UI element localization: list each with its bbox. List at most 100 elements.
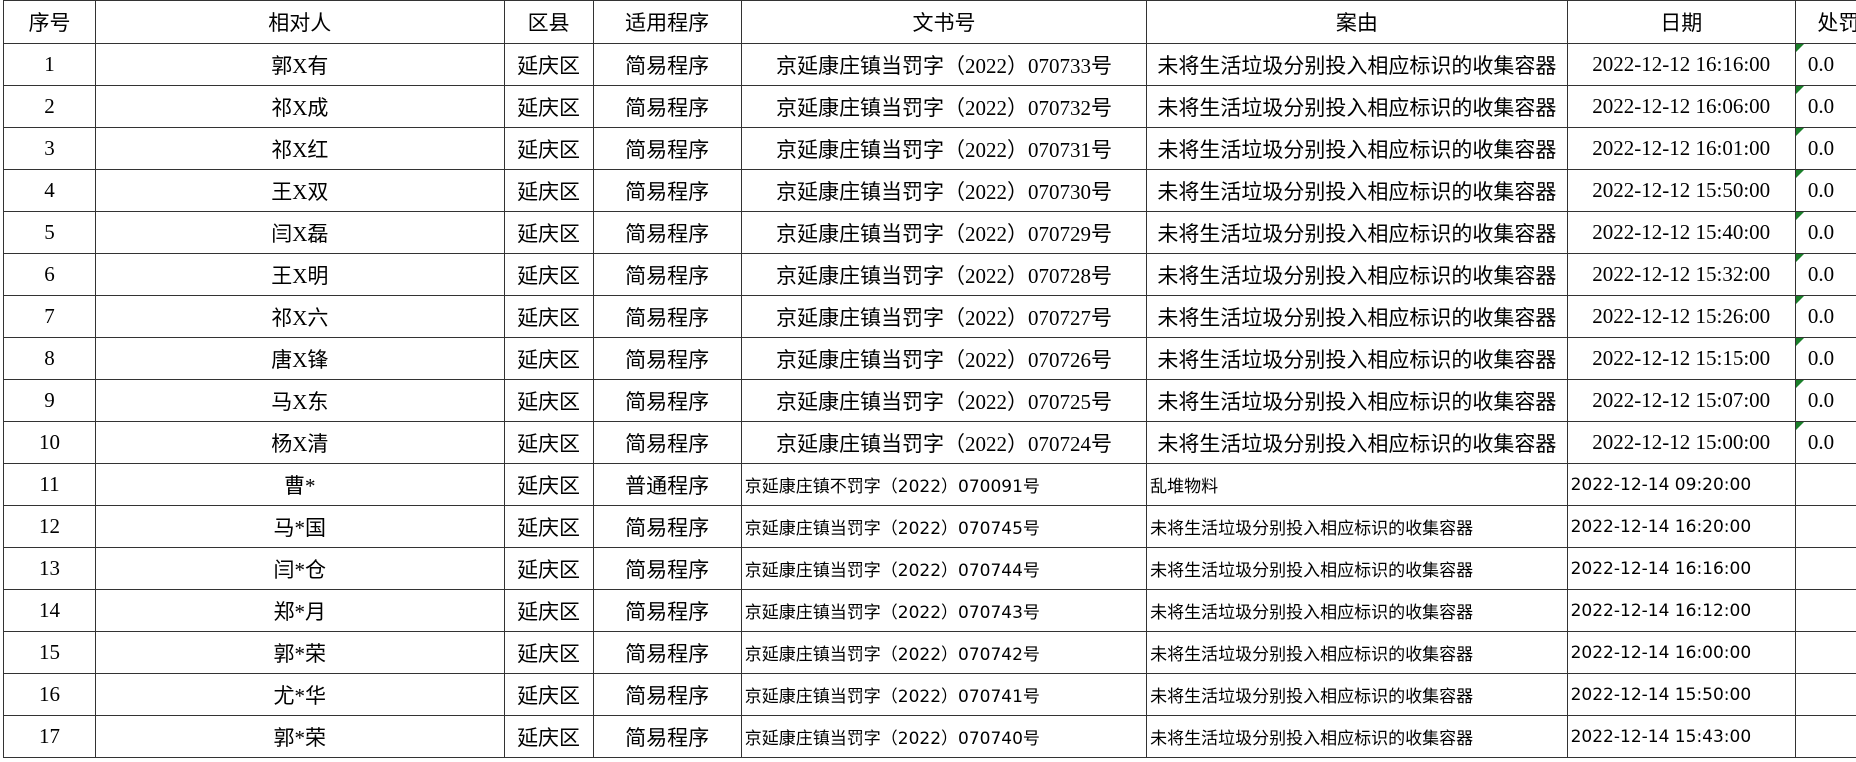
- cell: 2022-12-12 15:26:00: [1566, 295, 1796, 338]
- cell: 郭*荣: [95, 715, 505, 758]
- error-marker: [1796, 86, 1804, 94]
- row: 11 曹* 延庆区 普通程序 京延康庄镇不罚字（2022）070091号 乱堆物料 2022…: [2, 463, 1856, 506]
- cell: 未将生活垃圾分别投入相应标识的收集容器: [1146, 169, 1568, 212]
- cell: 3: [2, 127, 97, 170]
- cell: 延庆区: [503, 421, 594, 464]
- cell: 0: [1794, 631, 1856, 674]
- cell: 延庆区: [503, 379, 594, 422]
- row: 6 王X明 延庆区 简易程序 京延康庄镇当罚字（2022）070728号 未将生活垃圾分别…: [2, 253, 1856, 296]
- cell: 简易程序: [592, 169, 742, 212]
- cell: 未将生活垃圾分别投入相应标识的收集容器: [1146, 337, 1568, 380]
- header-row: 序号相对人区县适用程序文书号案由日期处罚金: [2, 0, 1856, 44]
- error-marker: [1796, 422, 1804, 430]
- cell: 简易程序: [592, 379, 742, 422]
- cell: 简易程序: [592, 43, 742, 86]
- cell: 简易程序: [592, 337, 742, 380]
- cell: 祁X六: [95, 295, 505, 338]
- cell: 2022-12-14 16:12:00: [1566, 589, 1796, 632]
- cell: 简易程序: [592, 673, 742, 716]
- cell: 尤*华: [95, 673, 505, 716]
- cell: 简易程序: [592, 421, 742, 464]
- cell: 京延康庄镇当罚字（2022）070726号: [740, 337, 1148, 380]
- cell: 13: [2, 547, 97, 590]
- error-marker: [1796, 212, 1804, 220]
- cell: 0.0: [1794, 253, 1856, 296]
- cell: 延庆区: [503, 253, 594, 296]
- cell: 未将生活垃圾分别投入相应标识的收集容器: [1146, 421, 1568, 464]
- cell: 5: [2, 211, 97, 254]
- cell: 0: [1794, 505, 1856, 548]
- header-cell: 序号: [2, 0, 97, 44]
- cell: 2: [2, 85, 97, 128]
- cell: 0.0: [1794, 379, 1856, 422]
- cell: 简易程序: [592, 505, 742, 548]
- cell: 14: [2, 589, 97, 632]
- cell: 京延康庄镇当罚字（2022）070744号: [740, 547, 1148, 590]
- cell: 延庆区: [503, 337, 594, 380]
- cell: 简易程序: [592, 715, 742, 758]
- cell: 15: [2, 631, 97, 674]
- header-cell: 日期: [1566, 0, 1796, 44]
- cell: 唐X锋: [95, 337, 505, 380]
- cell: 祁X成: [95, 85, 505, 128]
- cell: 2022-12-12 16:06:00: [1566, 85, 1796, 128]
- cell: 马X东: [95, 379, 505, 422]
- cell: 京延康庄镇当罚字（2022）070745号: [740, 505, 1148, 548]
- cell: 京延康庄镇当罚字（2022）070743号: [740, 589, 1148, 632]
- cell: 京延康庄镇当罚字（2022）070731号: [740, 127, 1148, 170]
- cell: 京延康庄镇当罚字（2022）070733号: [740, 43, 1148, 86]
- row: 5 闫X磊 延庆区 简易程序 京延康庄镇当罚字（2022）070729号 未将生活垃圾分别…: [2, 211, 1856, 254]
- cell: 未将生活垃圾分别投入相应标识的收集容器: [1146, 631, 1568, 674]
- cell: 10: [2, 421, 97, 464]
- cell: 未将生活垃圾分别投入相应标识的收集容器: [1146, 589, 1568, 632]
- cell: 0.0: [1794, 169, 1856, 212]
- cell: 简易程序: [592, 547, 742, 590]
- cell: 郭*荣: [95, 631, 505, 674]
- error-marker: [1796, 128, 1804, 136]
- cell: 4: [2, 169, 97, 212]
- row: 9 马X东 延庆区 简易程序 京延康庄镇当罚字（2022）070725号 未将生活垃圾分别…: [2, 379, 1856, 422]
- cell: 普通程序: [592, 463, 742, 506]
- cell: 京延康庄镇当罚字（2022）070741号: [740, 673, 1148, 716]
- cell: 2022-12-12 15:32:00: [1566, 253, 1796, 296]
- cell: 9: [2, 379, 97, 422]
- cell: 未将生活垃圾分别投入相应标识的收集容器: [1146, 673, 1568, 716]
- header-cell: 区县: [503, 0, 594, 44]
- cell: 简易程序: [592, 85, 742, 128]
- cell: 简易程序: [592, 295, 742, 338]
- cell: 未将生活垃圾分别投入相应标识的收集容器: [1146, 253, 1568, 296]
- cell: 京延康庄镇当罚字（2022）070724号: [740, 421, 1148, 464]
- cell: 郭X有: [95, 43, 505, 86]
- cell: 2022-12-14 16:20:00: [1566, 505, 1796, 548]
- header-cell: 相对人: [95, 0, 505, 44]
- header-cell: 适用程序: [592, 0, 742, 44]
- cell: 王X双: [95, 169, 505, 212]
- cell: 京延康庄镇当罚字（2022）070725号: [740, 379, 1148, 422]
- cell: 郑*月: [95, 589, 505, 632]
- error-marker: [1796, 254, 1804, 262]
- cell: 2022-12-12 15:40:00: [1566, 211, 1796, 254]
- cell: 2022-12-12 15:15:00: [1566, 337, 1796, 380]
- cell: 祁X红: [95, 127, 505, 170]
- cell: 11: [2, 463, 97, 506]
- cell: 0: [1794, 589, 1856, 632]
- cell: 12: [2, 505, 97, 548]
- cell: 7: [2, 295, 97, 338]
- header-cell: 处罚金: [1794, 0, 1856, 44]
- cell: 京延康庄镇当罚字（2022）070742号: [740, 631, 1148, 674]
- cell: 2022-12-14 15:50:00: [1566, 673, 1796, 716]
- cell: 延庆区: [503, 211, 594, 254]
- cell: 延庆区: [503, 673, 594, 716]
- cell: 延庆区: [503, 547, 594, 590]
- cell: 简易程序: [592, 589, 742, 632]
- cell: 乱堆物料: [1146, 463, 1568, 506]
- cell: 0.0: [1794, 43, 1856, 86]
- cell: 0.0: [1794, 295, 1856, 338]
- cell: 未将生活垃圾分别投入相应标识的收集容器: [1146, 379, 1568, 422]
- cell: 2022-12-14 16:00:00: [1566, 631, 1796, 674]
- error-marker: [1796, 380, 1804, 388]
- row: 2 祁X成 延庆区 简易程序 京延康庄镇当罚字（2022）070732号 未将生活垃圾分别…: [2, 85, 1856, 128]
- cell: 未将生活垃圾分别投入相应标识的收集容器: [1146, 715, 1568, 758]
- row: 3 祁X红 延庆区 简易程序 京延康庄镇当罚字（2022）070731号 未将生活垃圾分别…: [2, 127, 1856, 170]
